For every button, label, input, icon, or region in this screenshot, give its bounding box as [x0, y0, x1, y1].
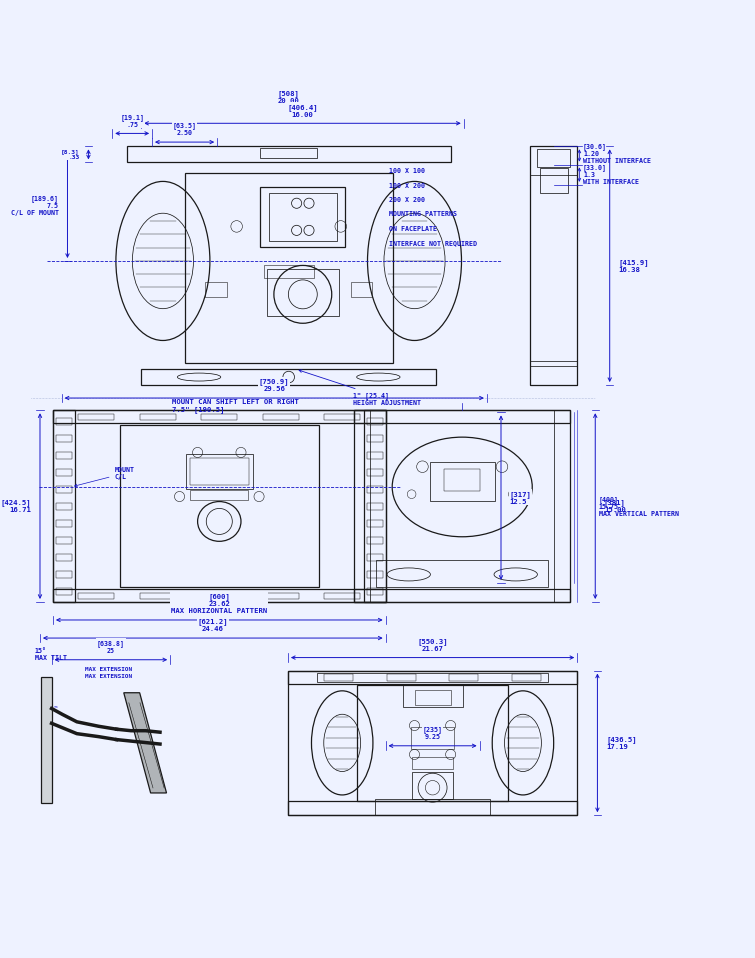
- Bar: [56, 571, 72, 579]
- Bar: [324, 674, 353, 681]
- Bar: [387, 674, 416, 681]
- Bar: [444, 468, 480, 490]
- Bar: [367, 520, 383, 528]
- Bar: [202, 592, 237, 599]
- Text: [8.3]
.33: [8.3] .33: [61, 149, 80, 160]
- Text: [400]
15.75
MAX VERTICAL PATTERN: [400] 15.75 MAX VERTICAL PATTERN: [599, 495, 679, 516]
- Bar: [364, 410, 386, 602]
- Bar: [56, 503, 72, 511]
- Text: MOUNT CAN SHIFT LEFT OR RIGHT
7.5" [190.5]: MOUNT CAN SHIFT LEFT OR RIGHT 7.5" [190.…: [172, 399, 299, 414]
- Bar: [53, 410, 75, 602]
- Bar: [288, 671, 577, 815]
- Bar: [367, 487, 383, 493]
- Bar: [367, 503, 383, 511]
- Bar: [41, 677, 51, 804]
- Bar: [79, 592, 115, 599]
- Text: [750.9]
29.56: [750.9] 29.56: [259, 378, 290, 392]
- Text: [550.3]
21.67: [550.3] 21.67: [418, 638, 448, 651]
- Bar: [263, 592, 299, 599]
- Bar: [367, 537, 383, 544]
- Text: 1" [25.4]
HEIGHT ADJUSTMENT: 1" [25.4] HEIGHT ADJUSTMENT: [299, 370, 421, 406]
- Bar: [449, 674, 479, 681]
- Bar: [351, 283, 372, 297]
- Bar: [554, 410, 570, 602]
- Bar: [263, 264, 313, 278]
- Bar: [412, 758, 453, 769]
- Text: [189.6]
7.5
C/L OF MOUNT: [189.6] 7.5 C/L OF MOUNT: [11, 195, 59, 216]
- Bar: [53, 410, 386, 423]
- Bar: [79, 414, 115, 421]
- Bar: [530, 366, 577, 385]
- Bar: [53, 410, 386, 602]
- Bar: [263, 414, 299, 421]
- Bar: [357, 685, 508, 801]
- Text: [424.5]
16.71: [424.5] 16.71: [1, 499, 31, 513]
- Bar: [355, 410, 570, 423]
- Bar: [140, 592, 176, 599]
- Bar: [367, 435, 383, 443]
- Text: [33.0]
1.3
WITH INTERFACE: [33.0] 1.3 WITH INTERFACE: [583, 165, 639, 186]
- Bar: [367, 419, 383, 425]
- Bar: [374, 799, 491, 815]
- Bar: [56, 452, 72, 460]
- Bar: [355, 589, 570, 602]
- Bar: [512, 674, 541, 681]
- Bar: [267, 269, 339, 316]
- Bar: [317, 673, 548, 682]
- Bar: [540, 168, 568, 194]
- Bar: [367, 571, 383, 579]
- Bar: [367, 554, 383, 561]
- Polygon shape: [124, 693, 167, 793]
- Bar: [288, 801, 577, 815]
- Bar: [324, 414, 360, 421]
- Bar: [202, 414, 237, 421]
- Bar: [56, 419, 72, 425]
- Text: [406.4]
16.00: [406.4] 16.00: [287, 103, 318, 118]
- Text: [63.5]
2.50: [63.5] 2.50: [173, 123, 196, 136]
- Bar: [56, 554, 72, 561]
- Bar: [269, 193, 337, 240]
- Bar: [355, 410, 570, 602]
- Bar: [186, 454, 253, 489]
- Bar: [53, 589, 386, 602]
- Bar: [190, 490, 248, 500]
- Text: ON FACEPLATE: ON FACEPLATE: [389, 226, 437, 232]
- Bar: [414, 690, 451, 705]
- Text: [436.5]
17.19: [436.5] 17.19: [606, 736, 636, 750]
- Text: 100 X 100: 100 X 100: [389, 168, 425, 174]
- Bar: [56, 487, 72, 493]
- Text: 200 X 200: 200 X 200: [389, 197, 425, 203]
- Bar: [56, 537, 72, 544]
- Bar: [260, 187, 345, 246]
- Text: [235]
9.25: [235] 9.25: [423, 726, 442, 740]
- Bar: [288, 671, 577, 684]
- Bar: [184, 173, 393, 363]
- Text: [600]
23.62
MAX HORIZONTAL PATTERN: [600] 23.62 MAX HORIZONTAL PATTERN: [171, 593, 267, 614]
- Bar: [411, 727, 455, 748]
- Text: MOUNT
C/L: MOUNT C/L: [75, 467, 134, 487]
- Bar: [190, 458, 249, 486]
- Text: MAX EXTENSION: MAX EXTENSION: [85, 674, 133, 679]
- Bar: [538, 148, 570, 167]
- Bar: [141, 369, 436, 385]
- Bar: [376, 560, 548, 587]
- Bar: [56, 588, 72, 596]
- Bar: [412, 772, 453, 799]
- Text: [381]
15.00: [381] 15.00: [604, 499, 626, 513]
- Bar: [260, 148, 317, 157]
- Bar: [119, 424, 319, 587]
- Bar: [367, 452, 383, 460]
- Text: [621.2]
24.46: [621.2] 24.46: [198, 618, 228, 632]
- Text: INTERFACE NOT REQUIRED: INTERFACE NOT REQUIRED: [389, 240, 477, 246]
- Bar: [367, 588, 383, 596]
- Bar: [140, 414, 176, 421]
- Text: MAX EXTENSION: MAX EXTENSION: [85, 667, 133, 672]
- Bar: [367, 469, 383, 476]
- Text: [317]
12.5: [317] 12.5: [510, 490, 532, 505]
- Text: 100 X 200: 100 X 200: [389, 183, 425, 189]
- Text: [19.1]
.75: [19.1] .75: [120, 114, 144, 127]
- Bar: [402, 685, 463, 707]
- Text: [508]
20.00: [508] 20.00: [278, 91, 300, 104]
- Text: 15°
MAX TILT: 15° MAX TILT: [35, 649, 67, 661]
- Bar: [127, 147, 451, 162]
